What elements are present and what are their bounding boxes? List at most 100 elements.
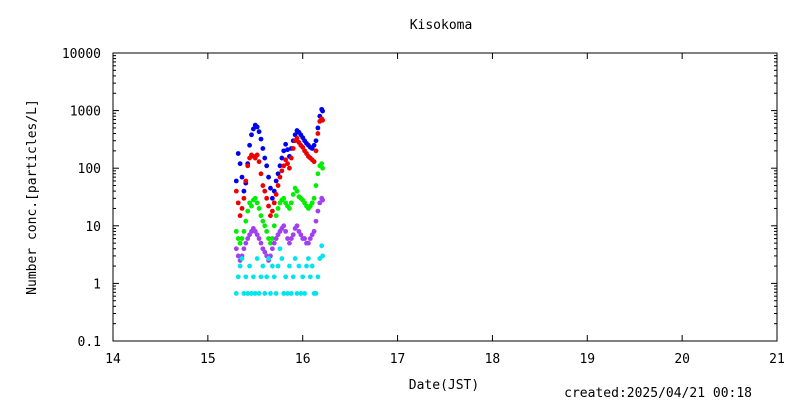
data-point bbox=[237, 263, 243, 269]
data-point bbox=[281, 195, 287, 201]
data-point bbox=[294, 291, 300, 296]
data-point bbox=[290, 232, 296, 238]
data-point bbox=[294, 135, 300, 141]
data-point bbox=[281, 148, 287, 154]
data-point bbox=[264, 274, 270, 280]
data-point bbox=[290, 274, 296, 280]
data-point bbox=[287, 263, 292, 269]
data-point bbox=[271, 200, 277, 206]
data-point bbox=[264, 163, 270, 169]
data-point bbox=[285, 147, 290, 153]
data-point bbox=[320, 117, 326, 123]
x-tick-label: 18 bbox=[485, 352, 501, 367]
data-point bbox=[313, 138, 319, 144]
data-point bbox=[315, 125, 321, 131]
data-point bbox=[279, 168, 285, 174]
data-point bbox=[258, 274, 264, 280]
data-point bbox=[235, 253, 241, 259]
data-point bbox=[266, 203, 271, 209]
data-point bbox=[239, 174, 245, 180]
data-point bbox=[279, 256, 285, 261]
data-point bbox=[241, 246, 247, 252]
data-point bbox=[249, 291, 254, 296]
x-tick-label: 19 bbox=[579, 352, 595, 367]
data-point bbox=[247, 142, 252, 148]
data-point bbox=[269, 236, 275, 241]
data-point bbox=[266, 236, 271, 241]
data-point bbox=[281, 163, 287, 169]
data-point bbox=[311, 159, 317, 165]
data-point bbox=[245, 208, 251, 214]
data-point bbox=[243, 218, 249, 224]
data-point bbox=[256, 159, 262, 165]
chart-title: Kisokoma bbox=[410, 18, 473, 33]
data-point bbox=[290, 146, 296, 151]
data-point bbox=[243, 178, 249, 184]
data-point bbox=[277, 174, 283, 180]
data-point bbox=[245, 163, 251, 169]
data-point bbox=[319, 243, 325, 249]
data-point bbox=[285, 291, 290, 296]
data-point bbox=[277, 246, 283, 252]
data-point bbox=[241, 188, 247, 194]
series-2 bbox=[233, 161, 326, 246]
series-3 bbox=[233, 195, 326, 263]
y-tick-label: 10000 bbox=[62, 47, 101, 62]
data-point bbox=[262, 291, 268, 296]
y-tick-label: 0.1 bbox=[78, 335, 101, 350]
data-point bbox=[233, 178, 239, 184]
data-point bbox=[235, 274, 241, 280]
data-point bbox=[260, 218, 266, 224]
data-point bbox=[306, 256, 311, 261]
data-point bbox=[306, 240, 311, 246]
data-point bbox=[294, 223, 300, 229]
data-point bbox=[307, 274, 313, 280]
x-tick-label: 14 bbox=[105, 352, 121, 367]
x-tick-label: 20 bbox=[674, 352, 690, 367]
data-point bbox=[254, 232, 260, 238]
created-timestamp: created:2025/04/21 00:18 bbox=[564, 386, 752, 400]
data-point bbox=[273, 213, 279, 219]
data-point bbox=[235, 200, 241, 206]
data-point bbox=[283, 157, 289, 163]
y-tick-label: 10 bbox=[85, 220, 101, 235]
data-point bbox=[266, 256, 271, 261]
data-point bbox=[269, 246, 275, 252]
data-point bbox=[262, 249, 268, 255]
data-point bbox=[233, 246, 239, 252]
data-point bbox=[311, 142, 317, 148]
data-point bbox=[237, 161, 243, 167]
data-point bbox=[294, 188, 300, 194]
data-point bbox=[256, 206, 262, 211]
data-point bbox=[235, 151, 241, 156]
data-point bbox=[313, 218, 319, 224]
data-point bbox=[273, 291, 279, 296]
data-point bbox=[260, 183, 266, 188]
data-point bbox=[287, 240, 292, 246]
data-point bbox=[292, 256, 298, 261]
data-point bbox=[298, 232, 304, 238]
data-point bbox=[311, 195, 317, 201]
data-point bbox=[302, 236, 308, 241]
data-point bbox=[311, 228, 317, 234]
data-point bbox=[271, 223, 277, 229]
data-point bbox=[271, 240, 277, 246]
series-layer bbox=[233, 106, 326, 296]
data-point bbox=[249, 132, 254, 138]
data-point bbox=[309, 200, 315, 206]
data-point bbox=[320, 165, 326, 171]
data-point bbox=[239, 256, 245, 261]
x-tick-label: 21 bbox=[769, 352, 785, 367]
data-point bbox=[281, 223, 287, 229]
data-point bbox=[288, 236, 294, 241]
data-point bbox=[254, 256, 260, 261]
data-point bbox=[315, 274, 321, 280]
data-point bbox=[241, 228, 247, 234]
data-point bbox=[269, 208, 275, 214]
data-point bbox=[245, 291, 251, 296]
data-point bbox=[256, 129, 262, 135]
data-point bbox=[268, 185, 273, 191]
data-point bbox=[288, 291, 294, 296]
data-point bbox=[269, 195, 275, 201]
data-point bbox=[254, 124, 260, 130]
